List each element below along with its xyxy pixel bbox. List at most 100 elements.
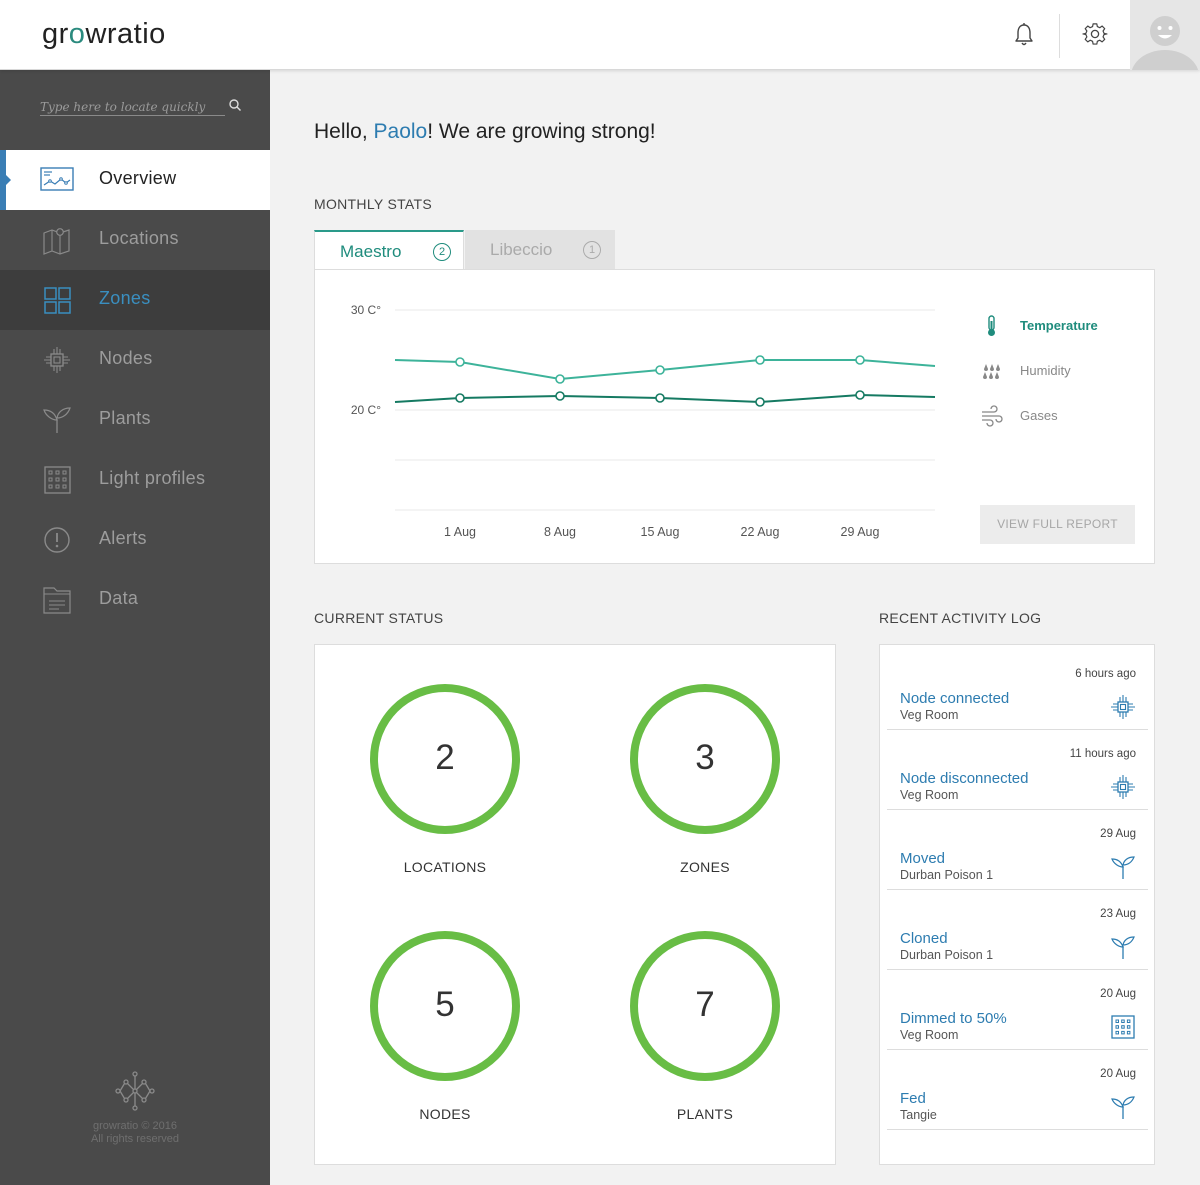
tab-libeccio[interactable]: Libeccio 1 bbox=[465, 230, 615, 270]
sidebar-item-locations[interactable]: Locations bbox=[0, 210, 270, 270]
nodes-count: 5 bbox=[435, 985, 455, 1024]
log-entry[interactable]: 20 Aug Fed Tangie bbox=[887, 1050, 1148, 1130]
log-title: Dimmed to 50% bbox=[900, 1010, 1007, 1027]
chip-icon bbox=[1111, 695, 1135, 719]
current-status-card: 2 LOCATIONS 3 ZONES 5 NODES 7 PLANTS bbox=[314, 644, 836, 1165]
log-subtitle: Veg Room bbox=[900, 1028, 959, 1042]
data-point bbox=[555, 374, 565, 384]
data-point bbox=[755, 397, 765, 407]
log-time: 29 Aug bbox=[1100, 828, 1136, 840]
chip-icon bbox=[44, 347, 70, 373]
search-input[interactable]: Type here to locate quickly bbox=[40, 98, 225, 116]
x-tick-label: 22 Aug bbox=[741, 525, 780, 539]
sidebar-item-label: Zones bbox=[99, 288, 151, 308]
activity-log-title: RECENT ACTIVITY LOG bbox=[879, 610, 1042, 626]
gear-icon[interactable] bbox=[1082, 22, 1108, 48]
x-tick-label: 1 Aug bbox=[444, 525, 476, 539]
log-title: Fed bbox=[900, 1090, 926, 1107]
log-time: 20 Aug bbox=[1100, 988, 1136, 1000]
log-entry[interactable]: 29 Aug Moved Durban Poison 1 bbox=[887, 810, 1148, 890]
data-point bbox=[655, 393, 665, 403]
header-divider bbox=[1059, 14, 1060, 58]
sidebar-item-label: Alerts bbox=[99, 528, 147, 548]
sidebar-item-nodes[interactable]: Nodes bbox=[0, 330, 270, 390]
monthly-stats-title: MONTHLY STATS bbox=[314, 196, 432, 212]
alert-icon bbox=[44, 527, 70, 553]
log-title: Node connected bbox=[900, 690, 1010, 707]
chart-icon bbox=[40, 167, 74, 191]
log-time: 11 hours ago bbox=[1069, 748, 1136, 760]
data-point bbox=[555, 391, 565, 401]
light-grid-icon bbox=[1111, 1015, 1135, 1039]
sidebar-item-overview[interactable]: Overview bbox=[0, 150, 270, 210]
bell-icon[interactable] bbox=[1012, 22, 1036, 48]
log-subtitle: Tangie bbox=[900, 1108, 937, 1122]
tab-maestro[interactable]: Maestro 2 bbox=[314, 230, 464, 270]
legend-label: Humidity bbox=[1020, 363, 1071, 378]
top-bar: growratio bbox=[0, 0, 1200, 70]
plants-count: 7 bbox=[695, 985, 715, 1024]
search-icon[interactable] bbox=[228, 98, 242, 112]
legend-label: Temperature bbox=[1020, 318, 1098, 333]
log-entry[interactable]: 11 hours ago Node disconnected Veg Room bbox=[887, 730, 1148, 810]
folder-icon bbox=[43, 587, 71, 614]
sidebar-item-label: Overview bbox=[99, 168, 177, 188]
sidebar-item-zones[interactable]: Zones bbox=[0, 270, 270, 330]
sidebar-item-label: Locations bbox=[99, 228, 179, 248]
log-title: Cloned bbox=[900, 930, 948, 947]
current-status-title: CURRENT STATUS bbox=[314, 610, 444, 626]
log-entry[interactable]: 6 hours ago Node connected Veg Room bbox=[887, 650, 1148, 730]
locations-ring[interactable]: 2 bbox=[370, 684, 520, 834]
tab-count-badge: 2 bbox=[433, 243, 451, 261]
map-icon bbox=[43, 228, 70, 255]
footer-logo-icon bbox=[115, 1071, 155, 1111]
sidebar-item-plants[interactable]: Plants bbox=[0, 390, 270, 450]
nodes-label: NODES bbox=[419, 1106, 471, 1122]
app-logo[interactable]: growratio bbox=[42, 18, 166, 50]
sidebar: Type here to locate quickly Overview bbox=[0, 70, 270, 1185]
log-time: 6 hours ago bbox=[1075, 668, 1136, 680]
greeting: Hello, Paolo! We are growing strong! bbox=[314, 120, 656, 143]
sprout-icon bbox=[1111, 1096, 1135, 1119]
sidebar-item-label: Nodes bbox=[99, 348, 153, 368]
data-point bbox=[455, 393, 465, 403]
view-full-report-button[interactable]: VIEW FULL REPORT bbox=[980, 505, 1135, 544]
log-entry[interactable]: 20 Aug Dimmed to 50% Veg Room bbox=[887, 970, 1148, 1050]
light-grid-icon bbox=[44, 466, 71, 494]
log-time: 23 Aug bbox=[1100, 908, 1136, 920]
nodes-ring[interactable]: 5 bbox=[370, 931, 520, 1081]
tab-label: Maestro bbox=[340, 242, 402, 261]
sidebar-item-alerts[interactable]: Alerts bbox=[0, 510, 270, 570]
tab-count-badge: 1 bbox=[583, 241, 601, 259]
avatar[interactable] bbox=[1130, 0, 1200, 70]
sidebar-item-label: Plants bbox=[99, 408, 151, 428]
log-subtitle: Durban Poison 1 bbox=[900, 948, 994, 962]
monthly-stats-card: 30 C° 20 C° 1 Aug 8 Aug 15 Aug 22 Aug 29 Aug T… bbox=[314, 269, 1155, 564]
plants-ring[interactable]: 7 bbox=[630, 931, 780, 1081]
sidebar-item-label: Light profiles bbox=[99, 468, 206, 488]
data-point bbox=[655, 365, 665, 375]
zones-ring[interactable]: 3 bbox=[630, 684, 780, 834]
data-point bbox=[455, 357, 465, 367]
sidebar-nav: Overview Locations Zones bbox=[0, 150, 270, 630]
sidebar-item-data[interactable]: Data bbox=[0, 570, 270, 630]
sidebar-item-light-profiles[interactable]: Light profiles bbox=[0, 450, 270, 510]
log-entry[interactable]: 23 Aug Cloned Durban Poison 1 bbox=[887, 890, 1148, 970]
plants-label: PLANTS bbox=[676, 1106, 734, 1122]
log-time: 20 Aug bbox=[1100, 1068, 1136, 1080]
rain-icon bbox=[983, 364, 1000, 379]
data-point bbox=[855, 390, 865, 400]
log-subtitle: Durban Poison 1 bbox=[900, 868, 994, 882]
sprout-icon bbox=[1111, 936, 1135, 959]
temperature-chart: 30 C° 20 C° 1 Aug 8 Aug 15 Aug 22 Aug 29 Aug bbox=[351, 303, 936, 539]
y-tick-label: 20 C° bbox=[351, 403, 381, 417]
zones-label: ZONES bbox=[680, 859, 730, 875]
zones-count: 3 bbox=[695, 738, 715, 777]
sprout-icon bbox=[1111, 856, 1135, 879]
grid-icon bbox=[44, 287, 71, 314]
footer-copyright: growratio © 2016 All rights reserved bbox=[90, 1120, 180, 1145]
x-tick-label: 8 Aug bbox=[544, 525, 576, 539]
series-line bbox=[394, 359, 936, 381]
log-subtitle: Veg Room bbox=[900, 708, 959, 722]
sidebar-item-label: Data bbox=[99, 588, 139, 608]
